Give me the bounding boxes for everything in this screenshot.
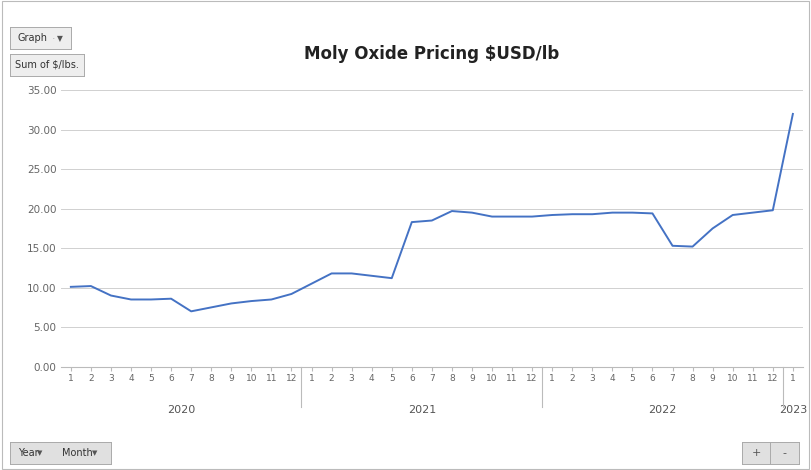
Text: ▼: ▼ (37, 450, 43, 456)
Text: .: . (53, 35, 54, 40)
Text: ▼: ▼ (57, 33, 62, 43)
Text: -: - (783, 448, 787, 458)
Text: Month: Month (62, 448, 93, 458)
Text: 2020: 2020 (167, 405, 195, 415)
Text: 2021: 2021 (408, 405, 436, 415)
Text: 2023: 2023 (779, 405, 807, 415)
Text: Sum of $/lbs.: Sum of $/lbs. (15, 60, 79, 70)
Title: Moly Oxide Pricing $USD/lb: Moly Oxide Pricing $USD/lb (304, 46, 560, 63)
Text: Graph: Graph (17, 33, 47, 43)
Text: +: + (752, 448, 761, 458)
Text: ▼: ▼ (92, 450, 97, 456)
Text: Year: Year (18, 448, 38, 458)
Text: 2022: 2022 (648, 405, 676, 415)
